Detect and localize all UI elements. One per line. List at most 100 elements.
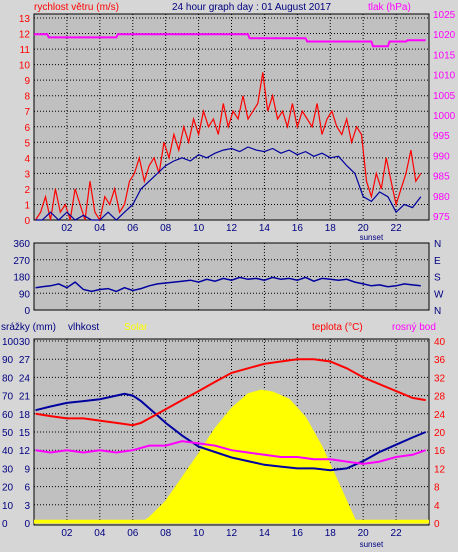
humidity-y-tick-80: 80	[2, 373, 14, 384]
temperature-y-tick-28: 28	[434, 392, 446, 403]
temperature-y-tick-12: 12	[434, 464, 446, 475]
temperature-y-tick-24: 24	[434, 410, 446, 421]
legend-solar: Solar	[124, 322, 148, 333]
pressure-y-tick-1005: 1005	[433, 91, 456, 102]
wind-x-tick-22: 22	[391, 223, 403, 234]
direction-compass-3: E	[434, 256, 441, 267]
humidity-y-tick-0: 0	[2, 519, 8, 530]
wind-x-tick-08: 08	[160, 223, 172, 234]
rain-y-tick-15: 15	[19, 428, 31, 439]
wind-x-tick-06: 06	[127, 223, 139, 234]
temperature-y-tick-20: 20	[434, 428, 446, 439]
pressure-y-tick-990: 990	[433, 151, 450, 162]
humidity-y-tick-70: 70	[2, 392, 14, 403]
direction-compass-4: N	[434, 239, 441, 250]
wind-series-1-line	[35, 146, 422, 221]
rain-y-tick-18: 18	[19, 410, 31, 421]
temp-series-3-line	[35, 440, 427, 465]
wind-y-tick-5: 5	[24, 138, 30, 149]
pressure-y-tick-1010: 1010	[433, 71, 456, 82]
wind-x-tick-14: 14	[259, 223, 271, 234]
graph-title: 24 hour graph day : 01 August 2017	[172, 2, 331, 13]
rain-y-tick-0: 0	[24, 519, 30, 530]
wind-x-tick-10: 10	[193, 223, 205, 234]
direction-y-tick-270: 270	[13, 256, 30, 267]
pressure-y-tick-975: 975	[433, 212, 450, 223]
direction-y-tick-360: 360	[13, 239, 30, 250]
wind-y-tick-6: 6	[24, 123, 30, 134]
wind-x-tick-12: 12	[226, 223, 238, 234]
humidity-y-tick-20: 20	[2, 483, 14, 494]
temp-x-tick-22: 22	[391, 528, 403, 539]
rain-y-tick-3: 3	[24, 501, 30, 512]
direction-series-line	[35, 276, 421, 293]
wind-x-tick-02: 02	[61, 223, 73, 234]
temperature-y-tick-40: 40	[434, 337, 446, 348]
temp-x-tick-10: 10	[193, 528, 205, 539]
temp-x-tick-14: 14	[259, 528, 271, 539]
direction-y-tick-90: 90	[19, 289, 31, 300]
wind-y-tick-9: 9	[24, 76, 30, 87]
direction-y-tick-180: 180	[13, 273, 30, 284]
temperature-y-tick-8: 8	[434, 483, 440, 494]
temp-x-tick-02: 02	[61, 528, 73, 539]
wind-speed-label: rychlost větru (m/s)	[34, 2, 119, 13]
wind-y-tick-13: 13	[19, 14, 31, 25]
pressure-y-tick-1025: 1025	[433, 10, 456, 21]
rain-y-tick-12: 12	[19, 446, 31, 457]
legend-rain: srážky (mm)	[1, 322, 56, 333]
temp-series-2-line	[35, 358, 426, 427]
legend-temperature: teplota (°C)	[312, 322, 363, 333]
wind-chart-marks: 0123456789101112139759809859909951000100…	[19, 10, 456, 242]
humidity-y-tick-60: 60	[2, 410, 14, 421]
direction-compass-0: N	[434, 306, 441, 317]
legend-dewpoint: rosný bod	[392, 322, 436, 333]
pressure-label: tlak (hPa)	[368, 2, 411, 13]
rain-y-tick-21: 21	[19, 392, 31, 403]
temperature-y-tick-16: 16	[434, 446, 446, 457]
rain-y-tick-9: 9	[24, 464, 30, 475]
wind-x-tick-16: 16	[292, 223, 304, 234]
wind-y-tick-8: 8	[24, 92, 30, 103]
pressure-y-tick-1000: 1000	[433, 111, 456, 122]
rain-y-tick-27: 27	[19, 355, 31, 366]
direction-y-tick-0: 0	[24, 306, 30, 317]
wind-series-2-line	[34, 33, 426, 48]
wind-x-tick-04: 04	[94, 223, 106, 234]
rain-y-tick-24: 24	[19, 373, 31, 384]
wind-y-tick-10: 10	[19, 61, 31, 72]
pressure-y-tick-1020: 1020	[433, 30, 456, 41]
wind-x-tick-18: 18	[325, 223, 337, 234]
pressure-y-tick-1015: 1015	[433, 50, 456, 61]
wind-y-tick-11: 11	[20, 45, 31, 56]
wind-y-tick-2: 2	[24, 185, 30, 196]
temp-sunset-label: sunset	[360, 540, 384, 549]
wind-y-tick-1: 1	[24, 200, 30, 211]
humidity-y-tick-40: 40	[2, 446, 14, 457]
humidity-y-tick-10: 10	[2, 501, 14, 512]
humidity-y-tick-90: 90	[2, 355, 14, 366]
temp-x-tick-06: 06	[127, 528, 139, 539]
temp-x-tick-12: 12	[226, 528, 238, 539]
temperature-y-tick-32: 32	[434, 373, 446, 384]
pressure-y-tick-985: 985	[433, 172, 450, 183]
wind-y-tick-12: 12	[19, 30, 31, 41]
wind-x-tick-20: 20	[358, 223, 370, 234]
temperature-y-tick-36: 36	[434, 355, 446, 366]
temperature-y-tick-0: 0	[434, 519, 440, 530]
humidity-y-tick-30: 30	[2, 464, 14, 475]
humidity-y-tick-50: 50	[2, 428, 14, 439]
legend-humidity: vlhkost	[68, 322, 99, 333]
rain-y-tick-6: 6	[24, 483, 30, 494]
temp-x-tick-08: 08	[160, 528, 172, 539]
pressure-y-tick-980: 980	[433, 192, 450, 203]
wind-y-tick-0: 0	[24, 216, 30, 227]
direction-chart-marks: 0 N 90 W 180 S 270 E 360 N	[13, 239, 444, 317]
wind-y-tick-4: 4	[24, 154, 30, 165]
temp-x-tick-16: 16	[292, 528, 304, 539]
wind-y-tick-7: 7	[24, 107, 30, 118]
humidity-y-tick-100: 100	[2, 337, 19, 348]
